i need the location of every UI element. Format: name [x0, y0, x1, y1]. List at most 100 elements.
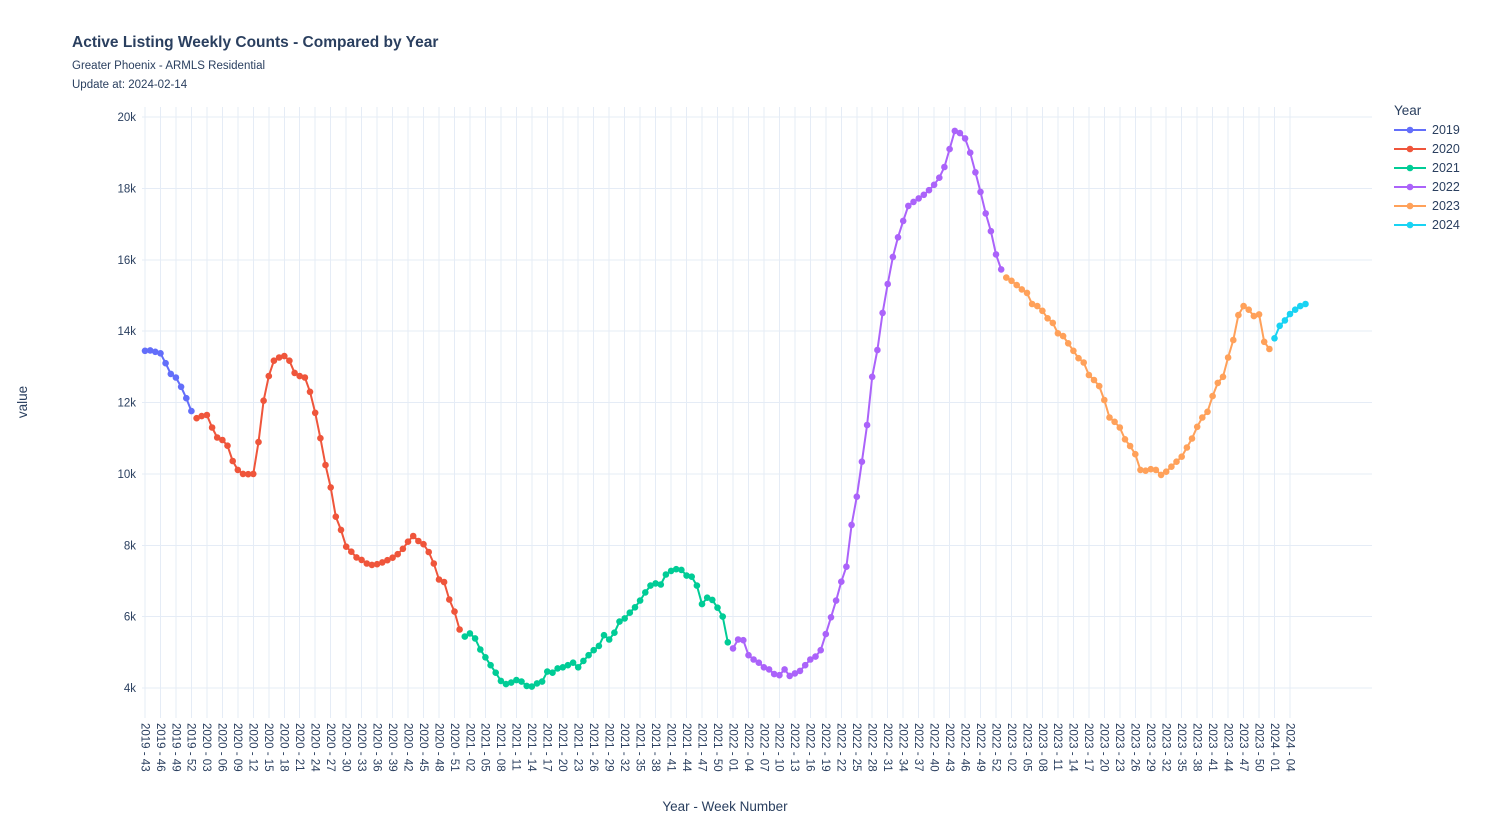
x-tick-label: 2021 - 29 — [603, 723, 615, 772]
data-point — [1302, 300, 1309, 308]
data-point — [167, 370, 175, 378]
data-point — [368, 561, 376, 569]
data-point — [306, 388, 314, 396]
data-point — [1101, 396, 1108, 404]
data-point — [652, 580, 659, 587]
data-point — [1204, 408, 1211, 416]
data-point — [982, 210, 989, 217]
data-point — [770, 670, 778, 678]
data-point — [801, 661, 809, 669]
x-tick-label: 2022 - 52 — [989, 723, 1001, 772]
x-tick-label: 2023 - 17 — [1082, 723, 1094, 772]
data-point — [807, 656, 814, 663]
data-point — [1044, 315, 1051, 322]
data-point — [1034, 302, 1041, 310]
legend-marker-swatch — [1406, 145, 1414, 153]
legend-item-2021[interactable]: 2021 — [1394, 161, 1460, 175]
data-point — [275, 354, 283, 361]
legend-item-2020[interactable]: 2020 — [1394, 142, 1460, 156]
data-point — [662, 571, 670, 578]
data-point — [838, 578, 845, 585]
data-point — [219, 436, 226, 444]
data-point — [812, 653, 819, 660]
data-point — [760, 664, 768, 671]
x-tick-label: 2023 - 32 — [1160, 723, 1172, 772]
data-point — [1214, 379, 1222, 387]
data-point — [781, 666, 788, 673]
data-point — [415, 537, 422, 545]
series-2023 — [1003, 274, 1273, 479]
x-axis-title: Year - Week Number — [662, 799, 788, 814]
x-tick-label: 2021 - 20 — [556, 723, 568, 772]
data-point — [920, 191, 928, 199]
legend-item-2022[interactable]: 2022 — [1394, 180, 1460, 194]
data-point — [972, 169, 979, 176]
x-tick-label: 2020 - 24 — [309, 723, 321, 772]
data-point — [528, 683, 536, 690]
legend-item-2019[interactable]: 2019 — [1394, 123, 1460, 137]
x-tick-label: 2020 - 18 — [278, 723, 290, 772]
x-tick-label: 2022 - 43 — [943, 723, 955, 772]
data-point — [461, 633, 469, 640]
data-point — [157, 350, 164, 357]
data-point — [647, 582, 654, 589]
data-point — [1260, 338, 1268, 346]
data-point — [1116, 424, 1124, 431]
data-point — [342, 543, 350, 550]
data-point — [1188, 435, 1196, 442]
plot-area[interactable] — [142, 107, 1372, 718]
data-point — [332, 513, 340, 520]
data-point — [404, 538, 412, 545]
data-point — [1240, 302, 1247, 310]
legend-item-2023[interactable]: 2023 — [1394, 199, 1460, 213]
legend-marker-swatch — [1406, 164, 1414, 172]
x-tick-label: 2020 - 33 — [355, 723, 367, 772]
data-point — [915, 195, 922, 202]
data-point — [672, 565, 680, 573]
x-tick-label: 2022 - 28 — [866, 723, 878, 772]
x-tick-label: 2020 - 09 — [231, 723, 243, 772]
data-point — [482, 654, 489, 661]
legend-marker-swatch — [1406, 202, 1414, 210]
data-point — [239, 470, 247, 478]
data-point — [430, 560, 438, 567]
data-point — [605, 636, 613, 643]
data-point — [1235, 311, 1242, 319]
data-point — [497, 677, 505, 685]
x-tick-label: 2022 - 31 — [881, 723, 893, 772]
data-point — [997, 266, 1005, 273]
data-point — [389, 554, 396, 561]
data-point — [951, 127, 959, 135]
data-point — [719, 613, 726, 620]
series-2022 — [729, 127, 1005, 680]
data-point — [590, 646, 597, 654]
x-tick-label: 2022 - 01 — [726, 723, 738, 772]
data-point — [234, 466, 242, 474]
x-tick-label: 2021 - 50 — [711, 723, 723, 772]
x-tick-label: 2023 - 35 — [1175, 723, 1187, 772]
data-point — [987, 227, 995, 235]
data-point — [678, 566, 685, 574]
data-point — [425, 548, 433, 556]
data-point — [363, 560, 371, 567]
data-point — [832, 597, 840, 604]
x-tick-label: 2022 - 40 — [927, 723, 939, 772]
data-point — [740, 636, 747, 644]
data-point — [177, 383, 185, 391]
data-point — [317, 434, 324, 442]
x-tick-label: 2022 - 49 — [974, 723, 986, 772]
legend-item-2024[interactable]: 2024 — [1394, 218, 1460, 232]
data-point — [621, 615, 628, 622]
data-point — [260, 397, 267, 405]
x-tick-label: 2021 - 05 — [479, 723, 491, 772]
data-point — [564, 661, 572, 669]
x-tick-label: 2022 - 10 — [773, 723, 785, 772]
data-point — [946, 145, 953, 153]
data-point — [868, 373, 876, 381]
data-point — [507, 679, 515, 686]
data-point — [595, 642, 603, 650]
series-line-2023 — [1005, 276, 1271, 476]
data-point — [466, 630, 474, 637]
y-tick-label: 14k — [117, 326, 136, 338]
